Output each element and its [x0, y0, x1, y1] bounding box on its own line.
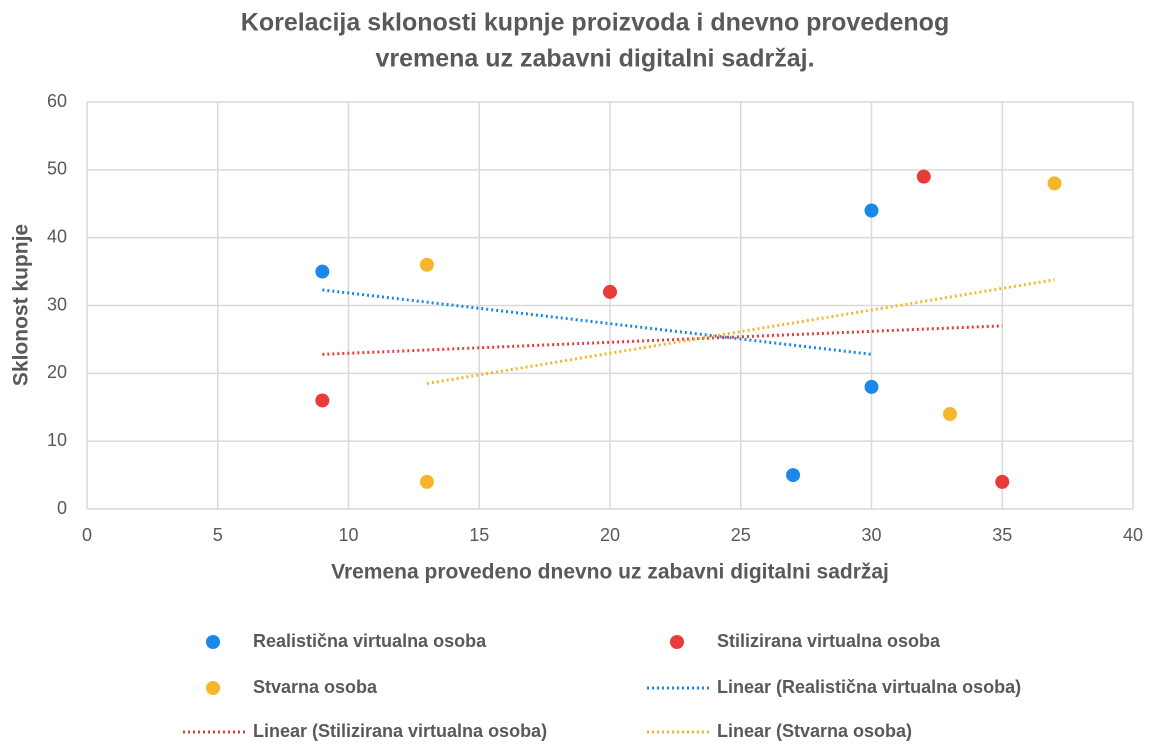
x-axis-title: Vremena provedeno dnevno uz zabavni digi…	[331, 561, 889, 584]
x-tick-label: 0	[82, 525, 92, 545]
legend-label: Stvarna osoba	[253, 677, 378, 697]
point	[315, 393, 330, 408]
trendline	[322, 324, 1003, 356]
point	[786, 468, 801, 483]
legend-marker	[206, 681, 220, 695]
x-tick-label: 30	[861, 525, 881, 545]
x-tick-label: 10	[338, 525, 358, 545]
y-tick-label: 50	[47, 159, 67, 179]
x-tick-label: 20	[600, 525, 620, 545]
x-tick-label: 5	[213, 525, 223, 545]
point	[419, 474, 434, 489]
legend-label: Stilizirana virtualna osoba	[717, 631, 941, 651]
trendline	[426, 278, 1055, 385]
y-tick-label: 10	[47, 430, 67, 450]
point	[419, 257, 434, 272]
point	[603, 284, 617, 299]
y-tick-label: 30	[47, 294, 67, 314]
point	[995, 474, 1010, 489]
y-axis-title: Sklonost kupnje	[10, 224, 33, 386]
legend-label: Linear (Stvarna osoba)	[717, 721, 912, 741]
x-tick-label: 25	[731, 525, 751, 545]
x-tick-label: 15	[469, 525, 489, 545]
point	[916, 169, 931, 184]
y-tick-label: 20	[47, 362, 67, 382]
point	[864, 203, 879, 218]
chart-title: vremena uz zabavni digitalni sadržaj.	[375, 45, 814, 73]
point	[1047, 176, 1062, 191]
x-tick-label: 35	[992, 525, 1012, 545]
y-tick-label: 0	[57, 498, 67, 518]
y-tick-label: 60	[47, 91, 67, 111]
trendline	[322, 288, 872, 356]
legend-label: Linear (Stilizirana virtualna osoba)	[253, 721, 547, 741]
legend-label: Linear (Realistična virtualna osoba)	[717, 677, 1021, 697]
legend-marker	[670, 635, 684, 649]
y-tick-label: 40	[47, 226, 67, 246]
legend-label: Realistična virtualna osoba	[253, 631, 487, 651]
x-tick-label: 40	[1123, 525, 1143, 545]
chart-title: Korelacija sklonosti kupnje proizvoda i …	[241, 9, 949, 37]
point	[864, 379, 879, 394]
point	[315, 264, 330, 279]
legend-marker	[206, 635, 220, 649]
point	[942, 407, 957, 422]
